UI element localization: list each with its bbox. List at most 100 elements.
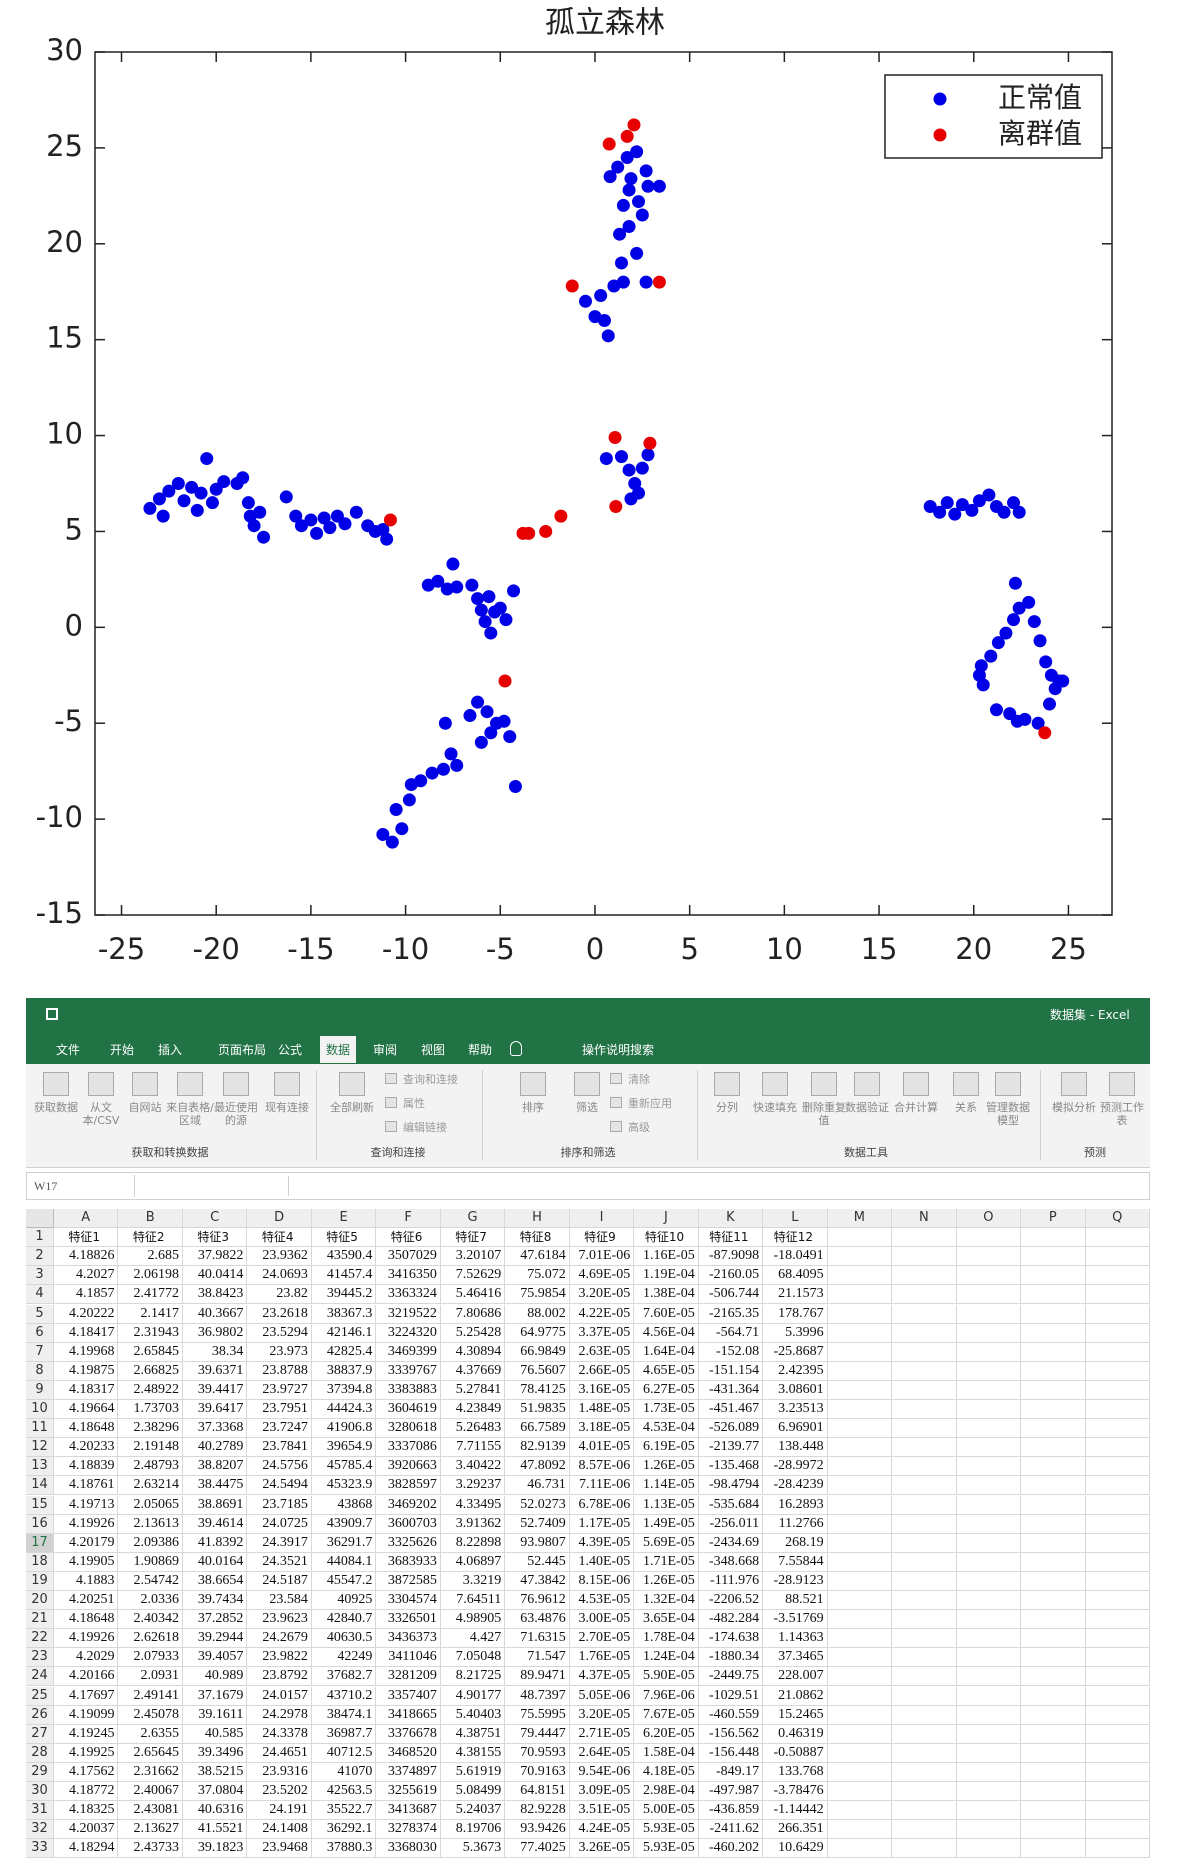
data-cell[interactable]: 40712.5	[311, 1743, 377, 1763]
data-cell[interactable]: 7.71155	[440, 1438, 506, 1458]
data-cell[interactable]: 3469399	[376, 1342, 441, 1362]
empty-cell[interactable]	[892, 1457, 957, 1477]
data-cell[interactable]: 24.0725	[247, 1514, 312, 1534]
data-cell[interactable]: 2.13613	[118, 1514, 183, 1534]
data-cell[interactable]: 93.9807	[505, 1533, 570, 1553]
data-cell[interactable]: -431.364	[698, 1380, 764, 1400]
header-cell[interactable]: 特征10	[634, 1228, 699, 1248]
empty-cell[interactable]	[892, 1247, 957, 1267]
data-cell[interactable]: 7.05048	[440, 1648, 506, 1668]
data-cell[interactable]: 2.66E-05	[569, 1361, 635, 1381]
data-cell[interactable]: 3411046	[376, 1648, 441, 1668]
data-cell[interactable]: 4.20179	[54, 1533, 119, 1553]
data-cell[interactable]: 4.23849	[440, 1400, 506, 1420]
data-cell[interactable]: -111.976	[698, 1571, 764, 1591]
ribbon-button[interactable]: 预测工作表	[1100, 1101, 1144, 1127]
data-cell[interactable]: 268.19	[763, 1533, 828, 1553]
data-cell[interactable]: -506.744	[698, 1285, 764, 1305]
data-cell[interactable]: 5.3996	[763, 1323, 828, 1343]
data-cell[interactable]: 43710.2	[311, 1686, 377, 1706]
empty-cell[interactable]	[1021, 1266, 1086, 1286]
empty-cell[interactable]	[956, 1285, 1022, 1305]
empty-cell[interactable]	[1021, 1514, 1086, 1534]
data-cell[interactable]: 4.38751	[440, 1724, 506, 1744]
data-cell[interactable]: 39.4614	[182, 1514, 248, 1534]
empty-cell[interactable]	[827, 1457, 893, 1477]
data-cell[interactable]: 1.40E-05	[569, 1552, 635, 1572]
data-cell[interactable]: 21.1573	[763, 1285, 828, 1305]
data-cell[interactable]: 2.0336	[118, 1591, 183, 1611]
data-cell[interactable]: 40.989	[182, 1667, 248, 1687]
ribbon-button[interactable]: 合并计算	[894, 1101, 938, 1114]
empty-cell[interactable]	[1085, 1361, 1150, 1381]
empty-cell[interactable]	[956, 1400, 1022, 1420]
data-cell[interactable]: 6.19E-05	[634, 1438, 699, 1458]
empty-cell[interactable]	[1085, 1304, 1150, 1324]
data-cell[interactable]: 47.8092	[505, 1457, 570, 1477]
data-cell[interactable]: 0.46319	[763, 1724, 828, 1744]
data-cell[interactable]: -256.011	[698, 1514, 764, 1534]
data-cell[interactable]: -1.14442	[763, 1801, 828, 1821]
data-cell[interactable]: 2.64E-05	[569, 1743, 635, 1763]
empty-cell[interactable]	[956, 1361, 1022, 1381]
data-cell[interactable]: 52.445	[505, 1552, 570, 1572]
data-cell[interactable]: 3683933	[376, 1552, 441, 1572]
data-cell[interactable]: 3.16E-05	[569, 1380, 635, 1400]
empty-cell[interactable]	[892, 1648, 957, 1668]
data-cell[interactable]: 24.5494	[247, 1476, 312, 1496]
data-cell[interactable]: 4.19713	[54, 1495, 119, 1515]
data-cell[interactable]: 43868	[311, 1495, 377, 1515]
data-cell[interactable]: 5.61919	[440, 1762, 506, 1782]
data-cell[interactable]: 23.584	[247, 1591, 312, 1611]
empty-cell[interactable]	[1085, 1724, 1150, 1744]
empty-cell[interactable]	[1085, 1342, 1150, 1362]
empty-cell[interactable]	[1021, 1380, 1086, 1400]
data-cell[interactable]: 36.9802	[182, 1323, 248, 1343]
data-cell[interactable]: 2.41772	[118, 1285, 183, 1305]
empty-cell[interactable]	[1021, 1648, 1086, 1668]
data-cell[interactable]: 7.96E-06	[634, 1686, 699, 1706]
empty-cell[interactable]	[956, 1667, 1022, 1687]
data-cell[interactable]: 3507029	[376, 1247, 441, 1267]
data-cell[interactable]: 47.6184	[505, 1247, 570, 1267]
data-cell[interactable]: 4.69E-05	[569, 1266, 635, 1286]
data-cell[interactable]: -436.859	[698, 1801, 764, 1821]
data-cell[interactable]: 2.07933	[118, 1648, 183, 1668]
data-cell[interactable]: 2.48922	[118, 1380, 183, 1400]
empty-cell[interactable]	[827, 1724, 893, 1744]
data-cell[interactable]: 42249	[311, 1648, 377, 1668]
empty-cell[interactable]	[1085, 1457, 1150, 1477]
data-cell[interactable]: 23.2618	[247, 1304, 312, 1324]
data-cell[interactable]: 52.7409	[505, 1514, 570, 1534]
empty-cell[interactable]	[1085, 1285, 1150, 1305]
data-cell[interactable]: 38.6654	[182, 1571, 248, 1591]
data-cell[interactable]: -151.154	[698, 1361, 764, 1381]
empty-cell[interactable]	[827, 1705, 893, 1725]
data-cell[interactable]: 82.9228	[505, 1801, 570, 1821]
data-cell[interactable]: 3.18E-05	[569, 1419, 635, 1439]
data-cell[interactable]: 1.26E-05	[634, 1571, 699, 1591]
data-cell[interactable]: 36291.7	[311, 1533, 377, 1553]
empty-cell[interactable]	[1021, 1285, 1086, 1305]
ribbon-button[interactable]: 最近使用的源	[214, 1101, 258, 1127]
data-cell[interactable]: 23.8788	[247, 1361, 312, 1381]
data-cell[interactable]: 4.06897	[440, 1552, 506, 1572]
data-cell[interactable]: 3828597	[376, 1476, 441, 1496]
empty-cell[interactable]	[892, 1533, 957, 1553]
data-cell[interactable]: 2.05065	[118, 1495, 183, 1515]
data-cell[interactable]: 1.48E-05	[569, 1400, 635, 1420]
data-cell[interactable]: 47.3842	[505, 1571, 570, 1591]
data-cell[interactable]: 2.19148	[118, 1438, 183, 1458]
data-cell[interactable]: 3357407	[376, 1686, 441, 1706]
data-cell[interactable]: -25.8687	[763, 1342, 828, 1362]
empty-cell[interactable]	[892, 1476, 957, 1496]
empty-cell[interactable]	[892, 1724, 957, 1744]
data-cell[interactable]: 4.98905	[440, 1610, 506, 1630]
data-cell[interactable]: 71.547	[505, 1648, 570, 1668]
empty-cell[interactable]	[956, 1839, 1022, 1858]
ribbon-button[interactable]: 删除重复值	[802, 1101, 846, 1127]
data-cell[interactable]: 39.6417	[182, 1400, 248, 1420]
data-cell[interactable]: -1880.34	[698, 1648, 764, 1668]
data-cell[interactable]: 3.23513	[763, 1400, 828, 1420]
empty-cell[interactable]	[1085, 1686, 1150, 1706]
